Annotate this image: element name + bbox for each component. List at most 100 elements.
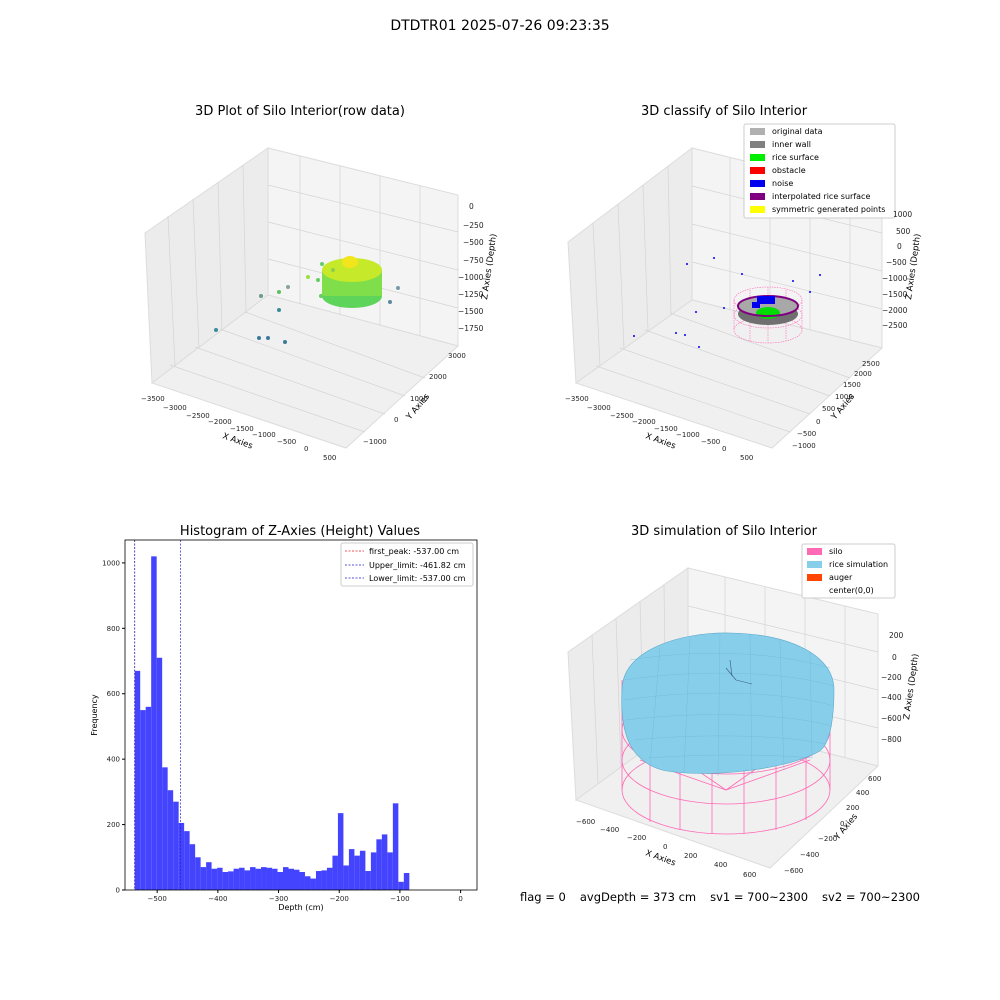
grid-lines xyxy=(592,158,883,433)
x-tick: −200 xyxy=(627,834,646,842)
histogram-bar xyxy=(228,871,234,890)
legend-label: first_peak: -537.00 cm xyxy=(369,547,459,556)
rice-cylinder-top xyxy=(322,258,382,282)
y-tick: 0 xyxy=(394,416,398,424)
avg-depth-text: avgDepth = 373 cm xyxy=(579,890,697,904)
z-tick: −1000 xyxy=(882,274,908,283)
x-tick: −600 xyxy=(576,818,595,826)
legend-swatch xyxy=(750,167,765,174)
y-tick: −1000 xyxy=(792,442,816,450)
histogram-bar xyxy=(403,872,410,890)
histogram-bar xyxy=(184,831,190,890)
x-axis-label: X Axies xyxy=(644,431,677,451)
pane-floor xyxy=(574,299,884,449)
x-tick-label: −200 xyxy=(330,895,349,903)
x-tick: −1000 xyxy=(676,431,700,439)
flag-text: flag = 0 xyxy=(520,890,566,904)
y-tick: 3000 xyxy=(448,352,466,360)
histogram-bar xyxy=(315,871,322,890)
rice-mesh xyxy=(623,633,835,777)
histogram-bar xyxy=(304,876,311,890)
chart-title-histogram: Histogram of Z-Axies (Height) Values xyxy=(179,524,421,539)
z-tick: 0 xyxy=(892,653,897,662)
x-tick: −500 xyxy=(277,438,296,446)
z-tick: −200 xyxy=(881,673,902,682)
histogram-bar xyxy=(140,710,146,890)
histogram-bar xyxy=(365,871,371,890)
rice-simulation-surface xyxy=(621,632,835,774)
x-tick: −3500 xyxy=(141,395,165,403)
y-tick: 2000 xyxy=(429,373,447,381)
z-tick: −600 xyxy=(881,714,902,723)
histogram-bar xyxy=(145,706,152,890)
z-tick: −400 xyxy=(881,693,902,702)
histogram-bar xyxy=(387,852,393,890)
z-tick: −1000 xyxy=(458,273,484,282)
histogram-bar xyxy=(206,862,212,890)
histogram-bar xyxy=(288,868,294,890)
x-tick-label: −100 xyxy=(390,895,409,903)
legend-histogram: first_peak: -537.00 cm Upper_limit: -461… xyxy=(340,542,474,587)
y-tick: 0 xyxy=(840,820,844,828)
histogram-bar xyxy=(250,867,256,890)
legend-label: obstacle xyxy=(772,166,806,175)
x-tick: 400 xyxy=(714,861,727,869)
z-tick: −750 xyxy=(463,256,484,265)
y-tick-label: 0 xyxy=(116,887,120,895)
legend-swatch xyxy=(750,141,765,148)
legend-swatch xyxy=(750,193,765,200)
x-tick: 200 xyxy=(684,852,697,860)
x-tick: 0 xyxy=(663,843,667,851)
histogram-bar xyxy=(239,867,245,890)
histogram-bar xyxy=(200,867,207,890)
legend-label: inner wall xyxy=(772,140,811,149)
histogram-bar xyxy=(162,767,168,890)
z-tick: −2000 xyxy=(882,306,908,315)
chart-simulation-3d: silo rice simulation auger center(0,0) 2… xyxy=(567,543,921,879)
histogram-bar xyxy=(310,878,316,890)
x-tick: 600 xyxy=(743,871,756,879)
histogram-bar xyxy=(354,855,360,890)
histogram-bar xyxy=(392,803,399,890)
histogram-bar xyxy=(134,670,141,890)
status-footer: flag = 0 avgDepth = 373 cm sv1 = 700~2300 s… xyxy=(520,890,934,904)
z-tick: −2500 xyxy=(882,321,908,330)
z-tick: −800 xyxy=(881,735,902,744)
histogram-bar xyxy=(195,857,201,890)
histogram-bar xyxy=(321,870,327,890)
raw-scatter-points xyxy=(214,262,400,344)
histogram-bar xyxy=(381,834,388,890)
x-tick: 0 xyxy=(722,445,726,453)
histogram-bar xyxy=(277,872,284,890)
histogram-bar xyxy=(293,869,300,890)
x-tick: 500 xyxy=(323,454,336,462)
x-tick-label: −300 xyxy=(269,895,288,903)
histogram-bar xyxy=(343,865,349,890)
z-tick: −250 xyxy=(463,221,484,230)
x-tick: −400 xyxy=(600,826,619,834)
x-axis-label: Depth (cm) xyxy=(278,903,323,912)
plot-frame xyxy=(124,539,478,891)
noise-points xyxy=(633,257,821,348)
z-tick: 500 xyxy=(896,227,911,236)
legend-label: Upper_limit: -461.82 cm xyxy=(369,561,466,570)
histogram-bar xyxy=(299,872,305,890)
y-tick-label: 1000 xyxy=(102,559,120,567)
legend-label: silo xyxy=(829,547,843,556)
histogram-bar xyxy=(359,850,366,890)
chart-classify-3d: original data inner wall rice surface ob… xyxy=(565,123,923,462)
legend-label: auger xyxy=(829,573,853,582)
histogram-bars xyxy=(134,556,410,890)
x-tick: −1500 xyxy=(230,425,254,433)
x-tick: −3000 xyxy=(163,404,187,412)
legend-label: center(0,0) xyxy=(829,586,874,595)
histogram-bar xyxy=(211,868,218,890)
auger-mark xyxy=(725,659,753,685)
y-tick: −400 xyxy=(800,851,819,859)
legend-label: rice simulation xyxy=(829,560,888,569)
histogram-bar xyxy=(167,790,174,890)
x-tick-label: −500 xyxy=(148,895,167,903)
y-tick-label: 400 xyxy=(107,756,120,764)
z-tick: 200 xyxy=(889,631,904,640)
pane-floor xyxy=(150,294,460,449)
